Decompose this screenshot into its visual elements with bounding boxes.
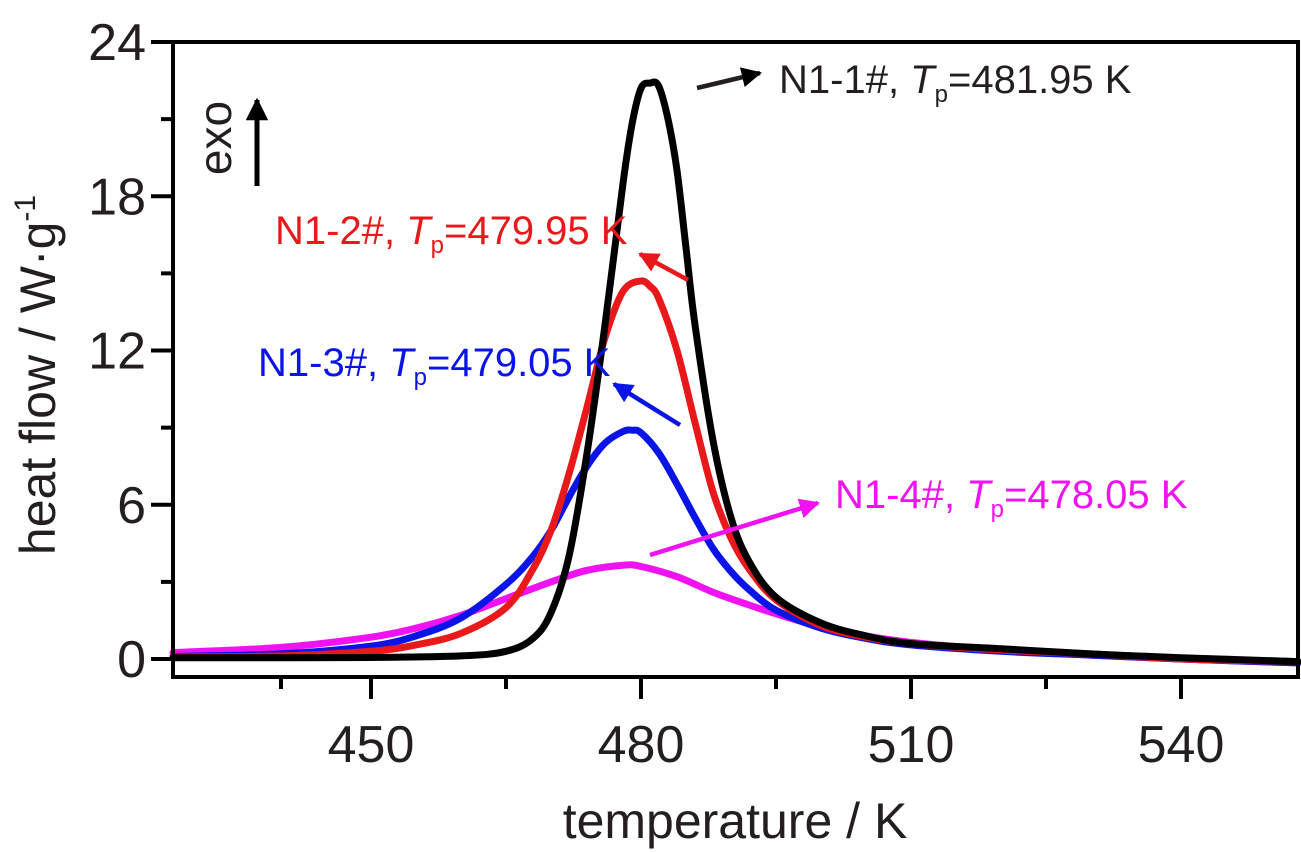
exo-indicator: exo [189,97,269,186]
y-axis-label-superscript: -1 [9,195,42,222]
exo-label: exo [189,101,241,175]
annotation-label-2: N1-2#, Tp=479.95 K [275,209,628,259]
annotation-label-1: N1-1#, Tp=481.95 K [779,58,1132,108]
annotation-arrow-1 [696,67,762,91]
x-tick-label: 450 [328,716,415,774]
x-tick-label: 510 [868,716,955,774]
x-axis-label: temperature / K [563,793,908,849]
annotation-label-4: N1-4#, Tp=478.05 K [835,473,1188,523]
y-tick-label: 0 [117,631,146,689]
y-axis-label-main: heat flow / W·g [10,222,66,555]
x-tick-label: 480 [598,716,685,774]
y-tick-label: 6 [117,477,146,535]
annotation-arrow-3 [612,382,682,427]
annotation-arrow-4 [649,498,820,558]
x-tick-label: 540 [1138,716,1225,774]
y-tick-label: 24 [88,14,146,72]
series-line-2 [169,277,1301,666]
annotation-arrow-2 [638,252,690,282]
y-axis-label: heat flow / W·g-1 [9,195,66,555]
series-layer [169,78,1301,667]
plot-frame [171,40,1300,679]
series-line-1 [169,78,1301,666]
y-tick-label: 12 [88,323,146,381]
annotation-label-3: N1-3#, Tp=479.05 K [258,341,611,391]
y-tick-label: 18 [88,168,146,226]
annotation-layer: N1-1#, Tp=481.95 K N1-2#, Tp=479.95 K N1-3… [258,58,1188,558]
ticks-layer: 450 480 510 540 0 6 12 18 24 [88,14,1224,774]
